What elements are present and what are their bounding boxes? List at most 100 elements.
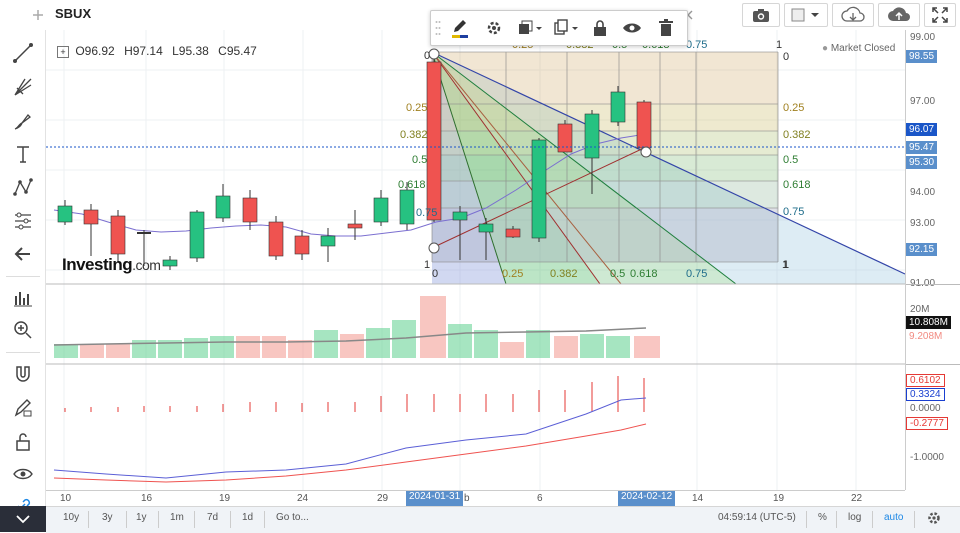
eye-icon[interactable]: [8, 460, 38, 488]
range-1m-button[interactable]: 1m: [170, 512, 184, 523]
price-axis[interactable]: 99.00 97.00 94.00 93.00 91.00 98.55 96.0…: [905, 30, 960, 490]
gear-icon[interactable]: [481, 16, 507, 40]
price-tag: 95.47: [906, 141, 938, 154]
fib-top-075: 0.75: [686, 39, 707, 51]
auto-toggle[interactable]: auto: [884, 512, 904, 523]
osc-tag: -0.2777: [906, 417, 948, 430]
percent-toggle[interactable]: %: [818, 512, 827, 523]
time-axis[interactable]: 10 16 19 24 29 2024-01-31 b 6 2024-02-12…: [46, 490, 905, 507]
lock-pencil-icon[interactable]: [8, 394, 38, 422]
cloud-upload-button[interactable]: [878, 3, 920, 27]
pattern-icon[interactable]: [8, 173, 38, 201]
magnet-icon[interactable]: [8, 360, 38, 388]
time-label: 10: [60, 493, 72, 504]
fullscreen-icon: [932, 7, 948, 23]
candles: [57, 58, 652, 270]
cloud-download-button[interactable]: [832, 3, 874, 27]
layers-icon[interactable]: [515, 16, 545, 40]
fib-right-0618: 0.618: [783, 179, 811, 191]
copy-icon[interactable]: [551, 16, 581, 40]
text-icon[interactable]: [8, 140, 38, 168]
fib-bottom-0618: 0.618: [630, 268, 658, 280]
logo-suffix: .com: [132, 257, 161, 273]
trash-icon[interactable]: [653, 16, 679, 40]
collapse-toolbar-button[interactable]: [0, 506, 46, 532]
fib-fan-drawing[interactable]: [431, 30, 905, 284]
market-status: ● Market Closed: [822, 43, 896, 54]
gear-icon[interactable]: [926, 510, 942, 529]
brush-icon[interactable]: [8, 107, 38, 135]
price-label: 97.00: [910, 96, 936, 107]
fib-left-1: 1: [424, 259, 430, 271]
drawing-toolbar: [430, 10, 688, 46]
camera-icon: [753, 9, 769, 22]
volume-bars: [54, 296, 660, 358]
legend-toggle-icon[interactable]: +: [57, 45, 69, 58]
investing-logo: Investing.com: [62, 255, 161, 275]
fib-bottom-075: 0.75: [686, 268, 707, 280]
fullscreen-button[interactable]: [924, 3, 956, 27]
fib-left-0618: 0.618: [398, 179, 426, 191]
chart-style-select[interactable]: [784, 3, 828, 27]
moving-average-line: [53, 133, 647, 237]
cloud-upload-icon: [888, 7, 910, 22]
bottom-bar: 10y 3y 1y 1m 7d 1d Go to... 04:59:14 (UT…: [46, 506, 960, 533]
fib-bottom-0: 0: [432, 268, 438, 280]
range-7d-button[interactable]: 7d: [207, 512, 219, 523]
fib-right-0: 0: [783, 51, 789, 63]
pencil-icon[interactable]: [447, 16, 473, 40]
time-tag-end: 2024-02-12: [618, 491, 676, 506]
measure-icon[interactable]: [8, 207, 38, 235]
fib-right-0382: 0.382: [783, 129, 811, 141]
fib-right-1: 1: [783, 259, 789, 271]
fib-right-05: 0.5: [783, 154, 798, 166]
price-label: 94.00: [910, 187, 936, 198]
fib-left-05: 0.5: [412, 154, 427, 166]
plus-icon[interactable]: [28, 3, 48, 27]
price-label: 93.00: [910, 218, 936, 229]
screenshot-button[interactable]: [742, 3, 780, 27]
price-tag: 92.15: [906, 243, 938, 256]
drawing-handle[interactable]: [640, 146, 652, 158]
volume-tag: 9.208M: [909, 331, 943, 342]
zoom-in-icon[interactable]: [8, 316, 38, 344]
back-arrow-icon[interactable]: [8, 240, 38, 268]
drag-handle-icon[interactable]: [433, 16, 443, 40]
time-label: 19: [219, 493, 231, 504]
trendline-icon[interactable]: [8, 39, 38, 67]
fib-left-025: 0.25: [406, 102, 427, 114]
fib-bottom-025: 0.25: [502, 268, 523, 280]
fib-left-0382: 0.382: [400, 129, 428, 141]
market-status-label: Market Closed: [830, 43, 896, 54]
osc-label: 0.0000: [910, 403, 941, 414]
square-dropdown-icon: [791, 8, 819, 22]
pitchfork-icon[interactable]: [8, 73, 38, 101]
volume-average-line: [53, 327, 647, 346]
indicators-icon[interactable]: [8, 284, 38, 312]
time-label: 6: [537, 493, 543, 504]
fib-left-0: 0: [424, 50, 430, 62]
logo-brand: Investing: [62, 255, 133, 274]
eye-icon[interactable]: [619, 16, 645, 40]
range-3y-button[interactable]: 3y: [102, 512, 113, 523]
log-toggle[interactable]: log: [848, 512, 862, 523]
symbol-label[interactable]: SBUX: [55, 6, 92, 21]
fib-bottom-0382: 0.382: [550, 268, 578, 280]
chart-canvas[interactable]: 0.25 0.382 0.5 0.618 0.75 1 0 0.25 0.382…: [46, 30, 905, 490]
time-label: 19: [773, 493, 785, 504]
range-10y-button[interactable]: 10y: [63, 512, 80, 523]
drawing-handle[interactable]: [428, 242, 440, 254]
lock-icon[interactable]: [587, 16, 613, 40]
goto-button[interactable]: Go to...: [276, 512, 309, 523]
signal-line: [53, 423, 647, 483]
drawing-handle[interactable]: [428, 48, 440, 60]
ohlc-low: L95.38: [172, 44, 209, 58]
osc-label: -1.0000: [910, 452, 944, 463]
osc-tag: 0.3324: [906, 388, 945, 401]
price-tag: 96.07: [906, 123, 938, 136]
range-1d-button[interactable]: 1d: [242, 512, 254, 523]
fib-bottom-05: 0.5: [610, 268, 625, 280]
range-1y-button[interactable]: 1y: [136, 512, 147, 523]
chart-area[interactable]: 0.25 0.382 0.5 0.618 0.75 1 0 0.25 0.382…: [46, 30, 905, 490]
unlock-icon[interactable]: [8, 428, 38, 456]
